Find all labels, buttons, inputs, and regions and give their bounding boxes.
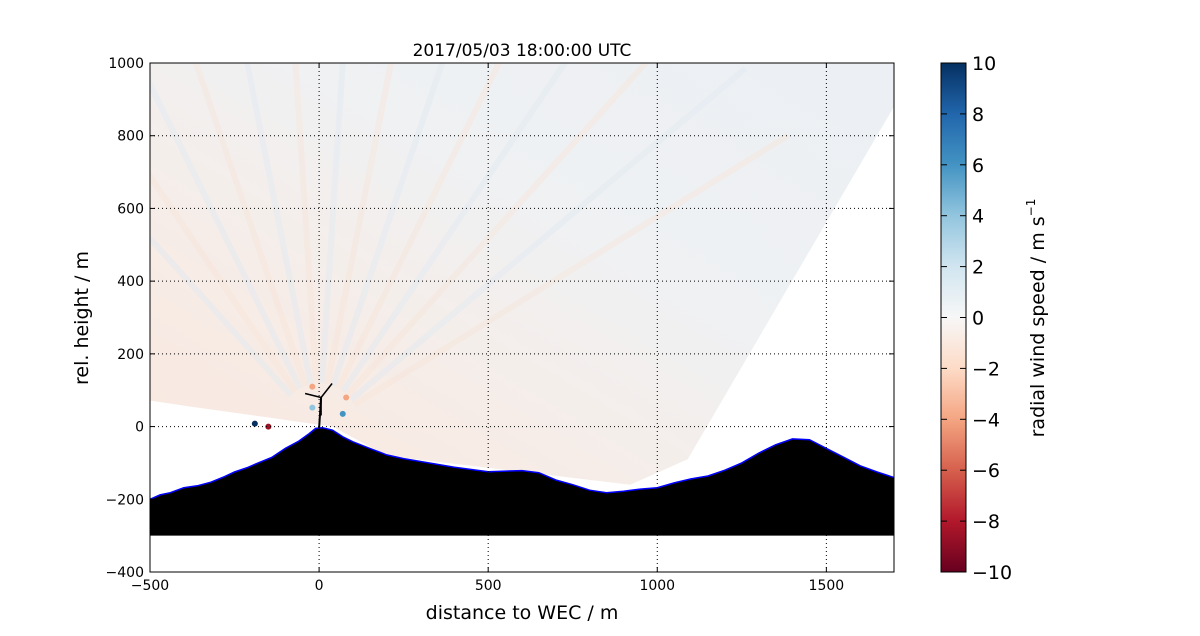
y-axis-ticks: −400 −200 0 200 400 600 800 1000 [106,56,894,581]
grid [150,63,894,572]
colorbar-tick-label: −8 [972,511,1000,533]
wind-turbine-icon [304,383,333,429]
colorbar: 10 8 6 4 2 0 −2 −4 −6 −8 −10 [940,53,1012,584]
terrain [150,426,894,536]
colorbar-tick-label: 8 [972,104,984,126]
scan-streak [150,171,298,393]
y-tick-label: 800 [117,129,144,145]
wind-speck [265,423,272,430]
plot-area: −500 0 500 1000 1500 −400 −200 0 200 400 600 800 10… [106,56,895,594]
scan-streak [318,63,346,384]
y-tick-label: −200 [106,492,144,508]
turbine-blade [304,392,322,399]
colorbar-label-group: radial wind speed / m s−1 [1024,199,1049,438]
y-axis-label: rel. height / m [71,251,93,385]
wind-speck [339,410,346,417]
scan-streak [324,63,395,385]
wind-speck [251,420,258,427]
x-tick-label: −500 [131,578,169,594]
colorbar-tick-label: 6 [972,155,984,177]
wind-speck [309,383,316,390]
scan-streak [192,63,309,387]
y-tick-label: 0 [135,420,144,436]
colorbar-tick-label: 10 [972,53,996,75]
terrain-fill [150,427,894,536]
scan-streak [335,63,503,390]
colorbar-ticks: 10 8 6 4 2 0 −2 −4 −6 −8 −10 [941,53,1012,584]
terrain-edge [150,426,894,500]
colorbar-tick-label: 2 [972,257,984,279]
scan-streak [330,63,446,387]
colorbar-label: radial wind speed / m s−1 [1024,199,1049,438]
scan-streak [150,233,294,398]
colorbar-tick-label: −10 [972,562,1012,584]
colorbar-tick-label: −6 [972,460,1000,482]
colorbar-tick-label: −2 [972,358,1000,380]
x-tick-label: 1000 [639,578,675,594]
x-axis-label: distance to WEC / m [426,602,619,624]
scan-streak [340,63,569,393]
y-tick-label: 600 [117,201,144,217]
scan-streak [345,63,650,398]
colorbar-tick-label: 0 [972,308,984,330]
x-tick-label: 1500 [809,578,845,594]
scan-streak [352,133,790,408]
colorbar-tick-label: −4 [972,409,1000,431]
wind-speck [309,404,316,411]
turbine-blade [320,383,333,398]
x-axis-ticks: −500 0 500 1000 1500 [131,63,844,594]
y-tick-label: 400 [117,274,144,290]
axes-frame [149,62,895,573]
scan-streak [349,66,748,403]
x-tick-label: 0 [315,578,324,594]
wind-speck [343,394,350,401]
chart-title: 2017/05/03 18:00:00 UTC [413,41,632,61]
scan-sector [150,63,894,485]
y-tick-label: 200 [117,347,144,363]
x-tick-label: 500 [475,578,502,594]
scan-streak [150,77,303,390]
scan-streak [292,63,320,384]
y-tick-label: −400 [106,565,144,581]
scan-sector-field [150,63,894,485]
colorbar-tick-label: 4 [972,206,984,228]
y-tick-label: 1000 [108,56,144,72]
scan-streak [244,63,314,385]
